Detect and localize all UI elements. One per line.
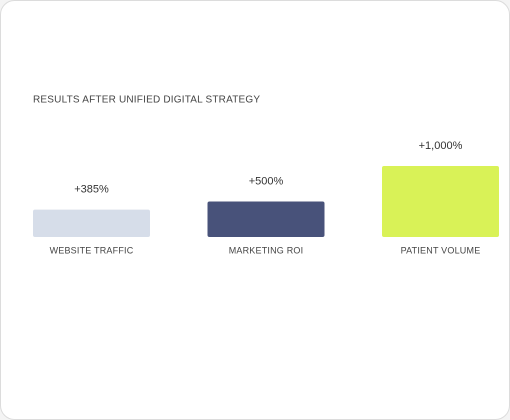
bar [382, 166, 499, 237]
bar [207, 201, 325, 237]
category-label: PATIENT VOLUME [401, 245, 481, 255]
category-label: WEBSITE TRAFFIC [50, 245, 134, 255]
value-label: +500% [249, 175, 284, 187]
value-label: +1,000% [419, 140, 463, 152]
bar [33, 209, 150, 237]
chart-title: RESULTS AFTER UNIFIED DIGITAL STRATEGY [33, 95, 260, 106]
value-label: +385% [74, 184, 109, 196]
category-label: MARKETING ROI [229, 245, 304, 255]
